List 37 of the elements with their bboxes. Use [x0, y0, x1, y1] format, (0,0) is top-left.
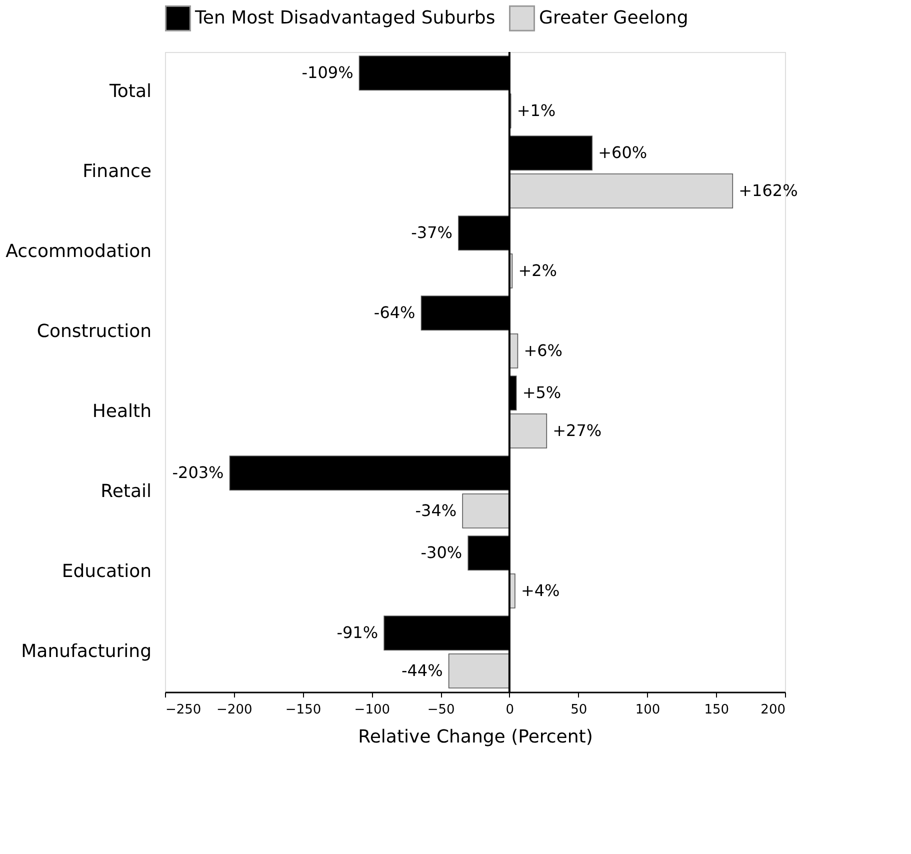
- y-tick-label: Retail: [100, 481, 152, 502]
- x-tick-label: 200: [760, 702, 786, 718]
- x-tick-label: 150: [704, 702, 730, 718]
- x-tick-label: 50: [570, 702, 588, 718]
- y-tick-label: Manufacturing: [21, 641, 152, 662]
- x-tick-label: −200: [216, 702, 252, 718]
- data-label: +162%: [738, 180, 798, 200]
- y-tick-label: Health: [92, 401, 152, 422]
- x-tick-label: −100: [354, 702, 390, 718]
- x-tick-label: 0: [506, 702, 514, 718]
- y-tick-label: Accommodation: [6, 241, 152, 262]
- y-tick-label: Total: [108, 81, 152, 102]
- data-label: +6%: [524, 340, 563, 360]
- data-label: -34%: [415, 500, 457, 520]
- y-tick-label: Education: [62, 561, 152, 582]
- legend-label: Ten Most Disadvantaged Suburbs: [194, 7, 496, 28]
- data-label: +2%: [518, 260, 557, 280]
- x-tick-label: −150: [285, 702, 322, 718]
- y-tick-label: Construction: [36, 321, 152, 342]
- data-label: +27%: [552, 420, 602, 440]
- data-label: -91%: [336, 623, 378, 642]
- data-label: +1%: [516, 100, 556, 120]
- data-label: +4%: [520, 580, 560, 600]
- data-label: +60%: [598, 143, 648, 162]
- data-label: -64%: [374, 303, 416, 322]
- x-tick-label: −250: [166, 702, 202, 718]
- data-label: -203%: [172, 463, 224, 482]
- x-tick-label: −50: [427, 702, 455, 718]
- data-label: -37%: [411, 223, 452, 242]
- x-axis-title: Relative Change (Percent): [358, 726, 593, 748]
- legend-label: Greater Geelong: [539, 7, 688, 28]
- data-label: +5%: [522, 383, 562, 402]
- y-tick-label: Finance: [82, 161, 152, 182]
- data-label: -30%: [420, 543, 462, 562]
- data-label: -44%: [401, 660, 443, 680]
- data-label: -109%: [302, 63, 354, 82]
- x-tick-label: 100: [635, 702, 660, 718]
